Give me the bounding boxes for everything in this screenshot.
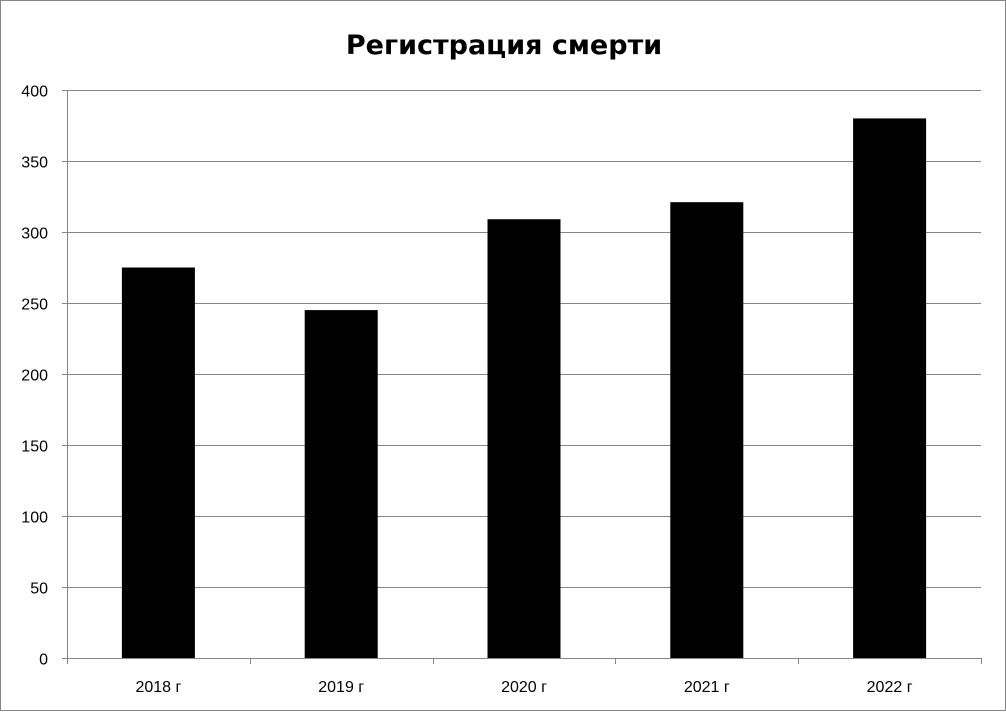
bar-2022-г [853, 118, 927, 658]
y-tick-label: 0 [39, 652, 48, 669]
y-tick-label: 250 [21, 297, 48, 314]
x-tick-label: 2020 г [501, 679, 547, 696]
y-tick-label: 50 [30, 581, 48, 598]
bar-2018-г [121, 267, 195, 658]
y-tick-label: 350 [21, 155, 48, 172]
x-tick-label: 2021 г [684, 679, 730, 696]
bar-2021-г [670, 202, 744, 658]
y-tick-label: 100 [21, 510, 48, 527]
x-tick-label: 2018 г [135, 679, 181, 696]
bars [121, 118, 927, 658]
bar-2019-г [304, 310, 378, 658]
y-axis-ticks: 0 50 100 150 200 250 300 350 400 [21, 84, 67, 669]
chart-title: Регистрация смерти [346, 30, 662, 61]
bar-2020-г [487, 219, 561, 658]
x-tick-label: 2022 г [867, 679, 913, 696]
y-tick-label: 200 [21, 368, 48, 385]
x-axis: 2018 г 2019 г 2020 г 2021 г 2022 г [67, 90, 982, 696]
y-tick-label: 150 [21, 439, 48, 456]
x-tick-label: 2019 г [318, 679, 364, 696]
y-tick-label: 400 [21, 84, 48, 101]
y-tick-label: 300 [21, 226, 48, 243]
